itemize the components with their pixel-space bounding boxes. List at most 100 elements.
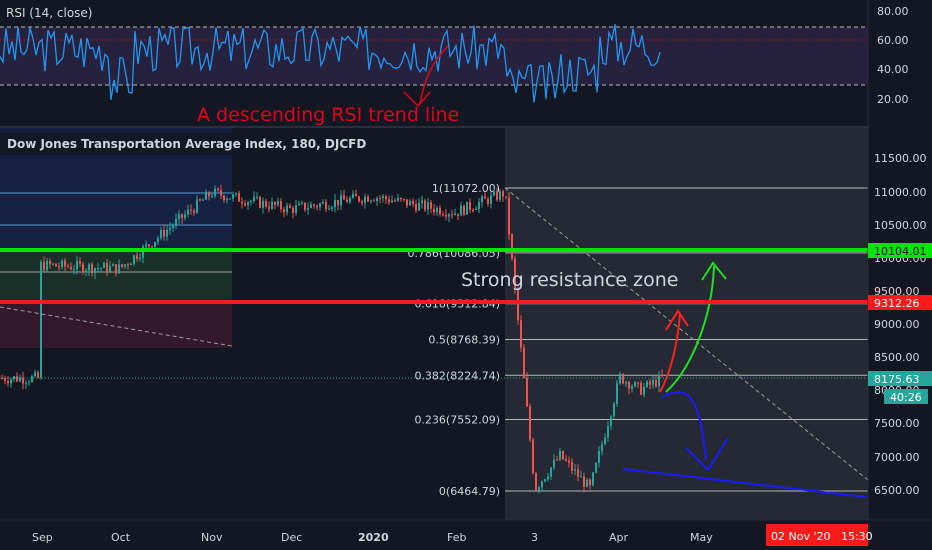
candle-body xyxy=(553,459,555,468)
rsi-red-arrow-head xyxy=(403,91,431,108)
candle-body xyxy=(601,444,603,452)
candle-body xyxy=(430,202,432,209)
main-title-bg xyxy=(0,133,318,155)
candle-body xyxy=(220,190,222,196)
candle-body xyxy=(175,218,177,226)
candle-body xyxy=(241,201,243,204)
candle-body xyxy=(244,203,246,206)
candle-body xyxy=(610,416,612,426)
time-label: Dec xyxy=(281,531,302,544)
candle-body xyxy=(655,379,657,387)
candle-body xyxy=(313,204,315,206)
time-label: Apr xyxy=(609,531,629,544)
candle-body xyxy=(121,264,123,267)
candle-body xyxy=(604,437,606,445)
candle-body xyxy=(502,191,504,197)
candle-body xyxy=(565,459,567,461)
candle-body xyxy=(490,195,492,204)
candle-body xyxy=(586,479,588,487)
candle-body xyxy=(577,469,579,477)
blue-downward-arrow xyxy=(661,391,707,461)
candle-body xyxy=(517,288,519,321)
candle-body xyxy=(319,203,321,208)
candle-body xyxy=(265,200,267,207)
resistance-badge-text: 10104.01 xyxy=(874,245,927,258)
candle-body xyxy=(628,382,630,389)
candle-body xyxy=(70,266,72,270)
candle-body xyxy=(250,201,252,203)
candle-body xyxy=(397,197,399,201)
candle-body xyxy=(280,201,282,210)
candle-body xyxy=(289,205,291,208)
candle-body xyxy=(595,462,597,473)
time-label: 3 xyxy=(531,531,538,544)
candle-body xyxy=(232,194,234,199)
candle-body xyxy=(487,198,489,204)
candle-body xyxy=(547,476,549,480)
candle-body xyxy=(472,209,474,211)
candle-body xyxy=(283,209,285,213)
candle-body xyxy=(400,197,402,200)
candle-body xyxy=(82,263,84,273)
rsi-layer xyxy=(0,24,661,103)
candle-body xyxy=(514,258,516,289)
candle-body xyxy=(178,214,180,219)
candle-body xyxy=(538,487,540,491)
candle-body xyxy=(181,214,183,219)
candle-body xyxy=(346,199,348,203)
candle-body xyxy=(127,264,129,266)
rsi-tick: 60.00 xyxy=(877,34,909,47)
candle-body xyxy=(109,266,111,272)
candle-body xyxy=(292,207,294,213)
candle-body xyxy=(640,383,642,395)
candle-body xyxy=(79,261,81,264)
candle-body xyxy=(4,378,6,382)
candle-body xyxy=(55,263,57,267)
candle-body xyxy=(484,196,486,199)
price-tick: 10500.00 xyxy=(874,219,927,232)
candle-body xyxy=(22,377,24,384)
candle-body xyxy=(298,203,300,206)
candle-body xyxy=(277,201,279,206)
candle-body xyxy=(34,372,36,377)
candle-body xyxy=(103,263,105,268)
candle-body xyxy=(214,188,216,196)
candle-body xyxy=(541,481,543,488)
candle-body xyxy=(133,255,135,264)
candle-body xyxy=(76,261,78,270)
countdown-badge xyxy=(884,389,928,404)
candle-body xyxy=(361,201,363,203)
left-dashed-trendline xyxy=(0,306,233,347)
candle-body xyxy=(196,199,198,213)
candle-body xyxy=(637,382,639,384)
candle-body xyxy=(355,193,357,197)
candle-body xyxy=(463,205,465,215)
rsi-tick: 40.00 xyxy=(877,63,909,76)
candle-body xyxy=(199,199,201,201)
candle-body xyxy=(142,246,144,258)
candle-body xyxy=(217,188,219,191)
candle-body xyxy=(1,378,3,380)
rsi-tick: 80.00 xyxy=(877,5,909,18)
candle-body xyxy=(574,469,576,471)
candle-body xyxy=(619,373,621,384)
candle-body xyxy=(352,193,354,199)
candle-body xyxy=(373,200,375,202)
rsi-panel-bg xyxy=(0,0,868,120)
candle-layer xyxy=(1,184,663,494)
candle-body xyxy=(370,200,372,202)
candle-body xyxy=(466,201,468,215)
candle-body xyxy=(61,260,63,267)
candle-body xyxy=(307,208,309,210)
candle-body xyxy=(451,214,453,216)
candle-body xyxy=(154,241,156,247)
candle-body xyxy=(634,382,636,387)
candle-body xyxy=(187,209,189,215)
candle-body xyxy=(202,199,204,201)
candle-body xyxy=(190,209,192,211)
candle-body xyxy=(46,260,48,271)
candle-body xyxy=(157,237,159,242)
candle-body xyxy=(349,198,351,203)
fib-level-label: 0.236(7552.09) xyxy=(414,413,500,426)
price-tick: 7000.00 xyxy=(874,451,920,464)
